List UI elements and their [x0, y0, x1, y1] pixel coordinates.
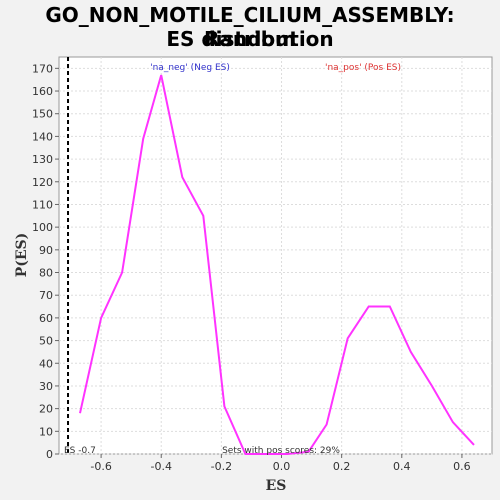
y-tick-label: 110 — [32, 198, 53, 211]
y-tick-label: 40 — [39, 357, 53, 370]
y-tick-label: 30 — [39, 380, 53, 393]
pos-scores-note: Sets with pos scores: 29% — [222, 446, 340, 456]
y-tick-label: 170 — [32, 62, 53, 75]
y-axis-label: P(ES) — [14, 233, 30, 278]
x-tick-label: -0.6 — [90, 460, 111, 473]
legend-neg-es: 'na_neg' (Neg ES) — [150, 63, 230, 73]
y-axis: 0 10 20 30 40 50 60 70 80 90 100 110 120 130 140 150 160… — [32, 62, 59, 461]
x-tick-label: 0.2 — [333, 460, 351, 473]
y-tick-label: 90 — [39, 244, 53, 257]
chart-title-line-2: ES distribution — [166, 27, 334, 51]
legend-pos-es: 'na_pos' (Pos ES) — [325, 63, 401, 73]
y-tick-label: 50 — [39, 335, 53, 348]
x-tick-label: -0.4 — [151, 460, 172, 473]
marker-line-label: ES -0.7 — [64, 446, 96, 456]
y-tick-label: 70 — [39, 289, 53, 302]
y-tick-label: 80 — [39, 267, 53, 280]
y-tick-label: 150 — [32, 108, 53, 121]
y-tick-label: 130 — [32, 153, 53, 166]
y-tick-label: 60 — [39, 312, 53, 325]
chart-title-line-1: GO_NON_MOTILE_CILIUM_ASSEMBLY: Random — [45, 3, 455, 51]
y-tick-label: 100 — [32, 221, 53, 234]
x-tick-label: -0.2 — [211, 460, 232, 473]
y-tick-label: 0 — [46, 448, 53, 461]
x-axis: -0.6 -0.4 -0.2 0.0 0.2 0.4 0.6 — [90, 454, 471, 473]
x-tick-label: 0.6 — [453, 460, 471, 473]
y-tick-label: 160 — [32, 85, 53, 98]
random-es-distribution-line — [79, 74, 475, 455]
y-tick-label: 120 — [32, 176, 53, 189]
y-tick-label: 10 — [39, 425, 53, 438]
x-tick-label: 0.0 — [273, 460, 291, 473]
y-tick-label: 140 — [32, 130, 53, 143]
y-tick-label: 20 — [39, 403, 53, 416]
plot-area — [58, 56, 493, 455]
x-axis-label: ES — [266, 478, 287, 494]
x-tick-label: 0.4 — [393, 460, 411, 473]
